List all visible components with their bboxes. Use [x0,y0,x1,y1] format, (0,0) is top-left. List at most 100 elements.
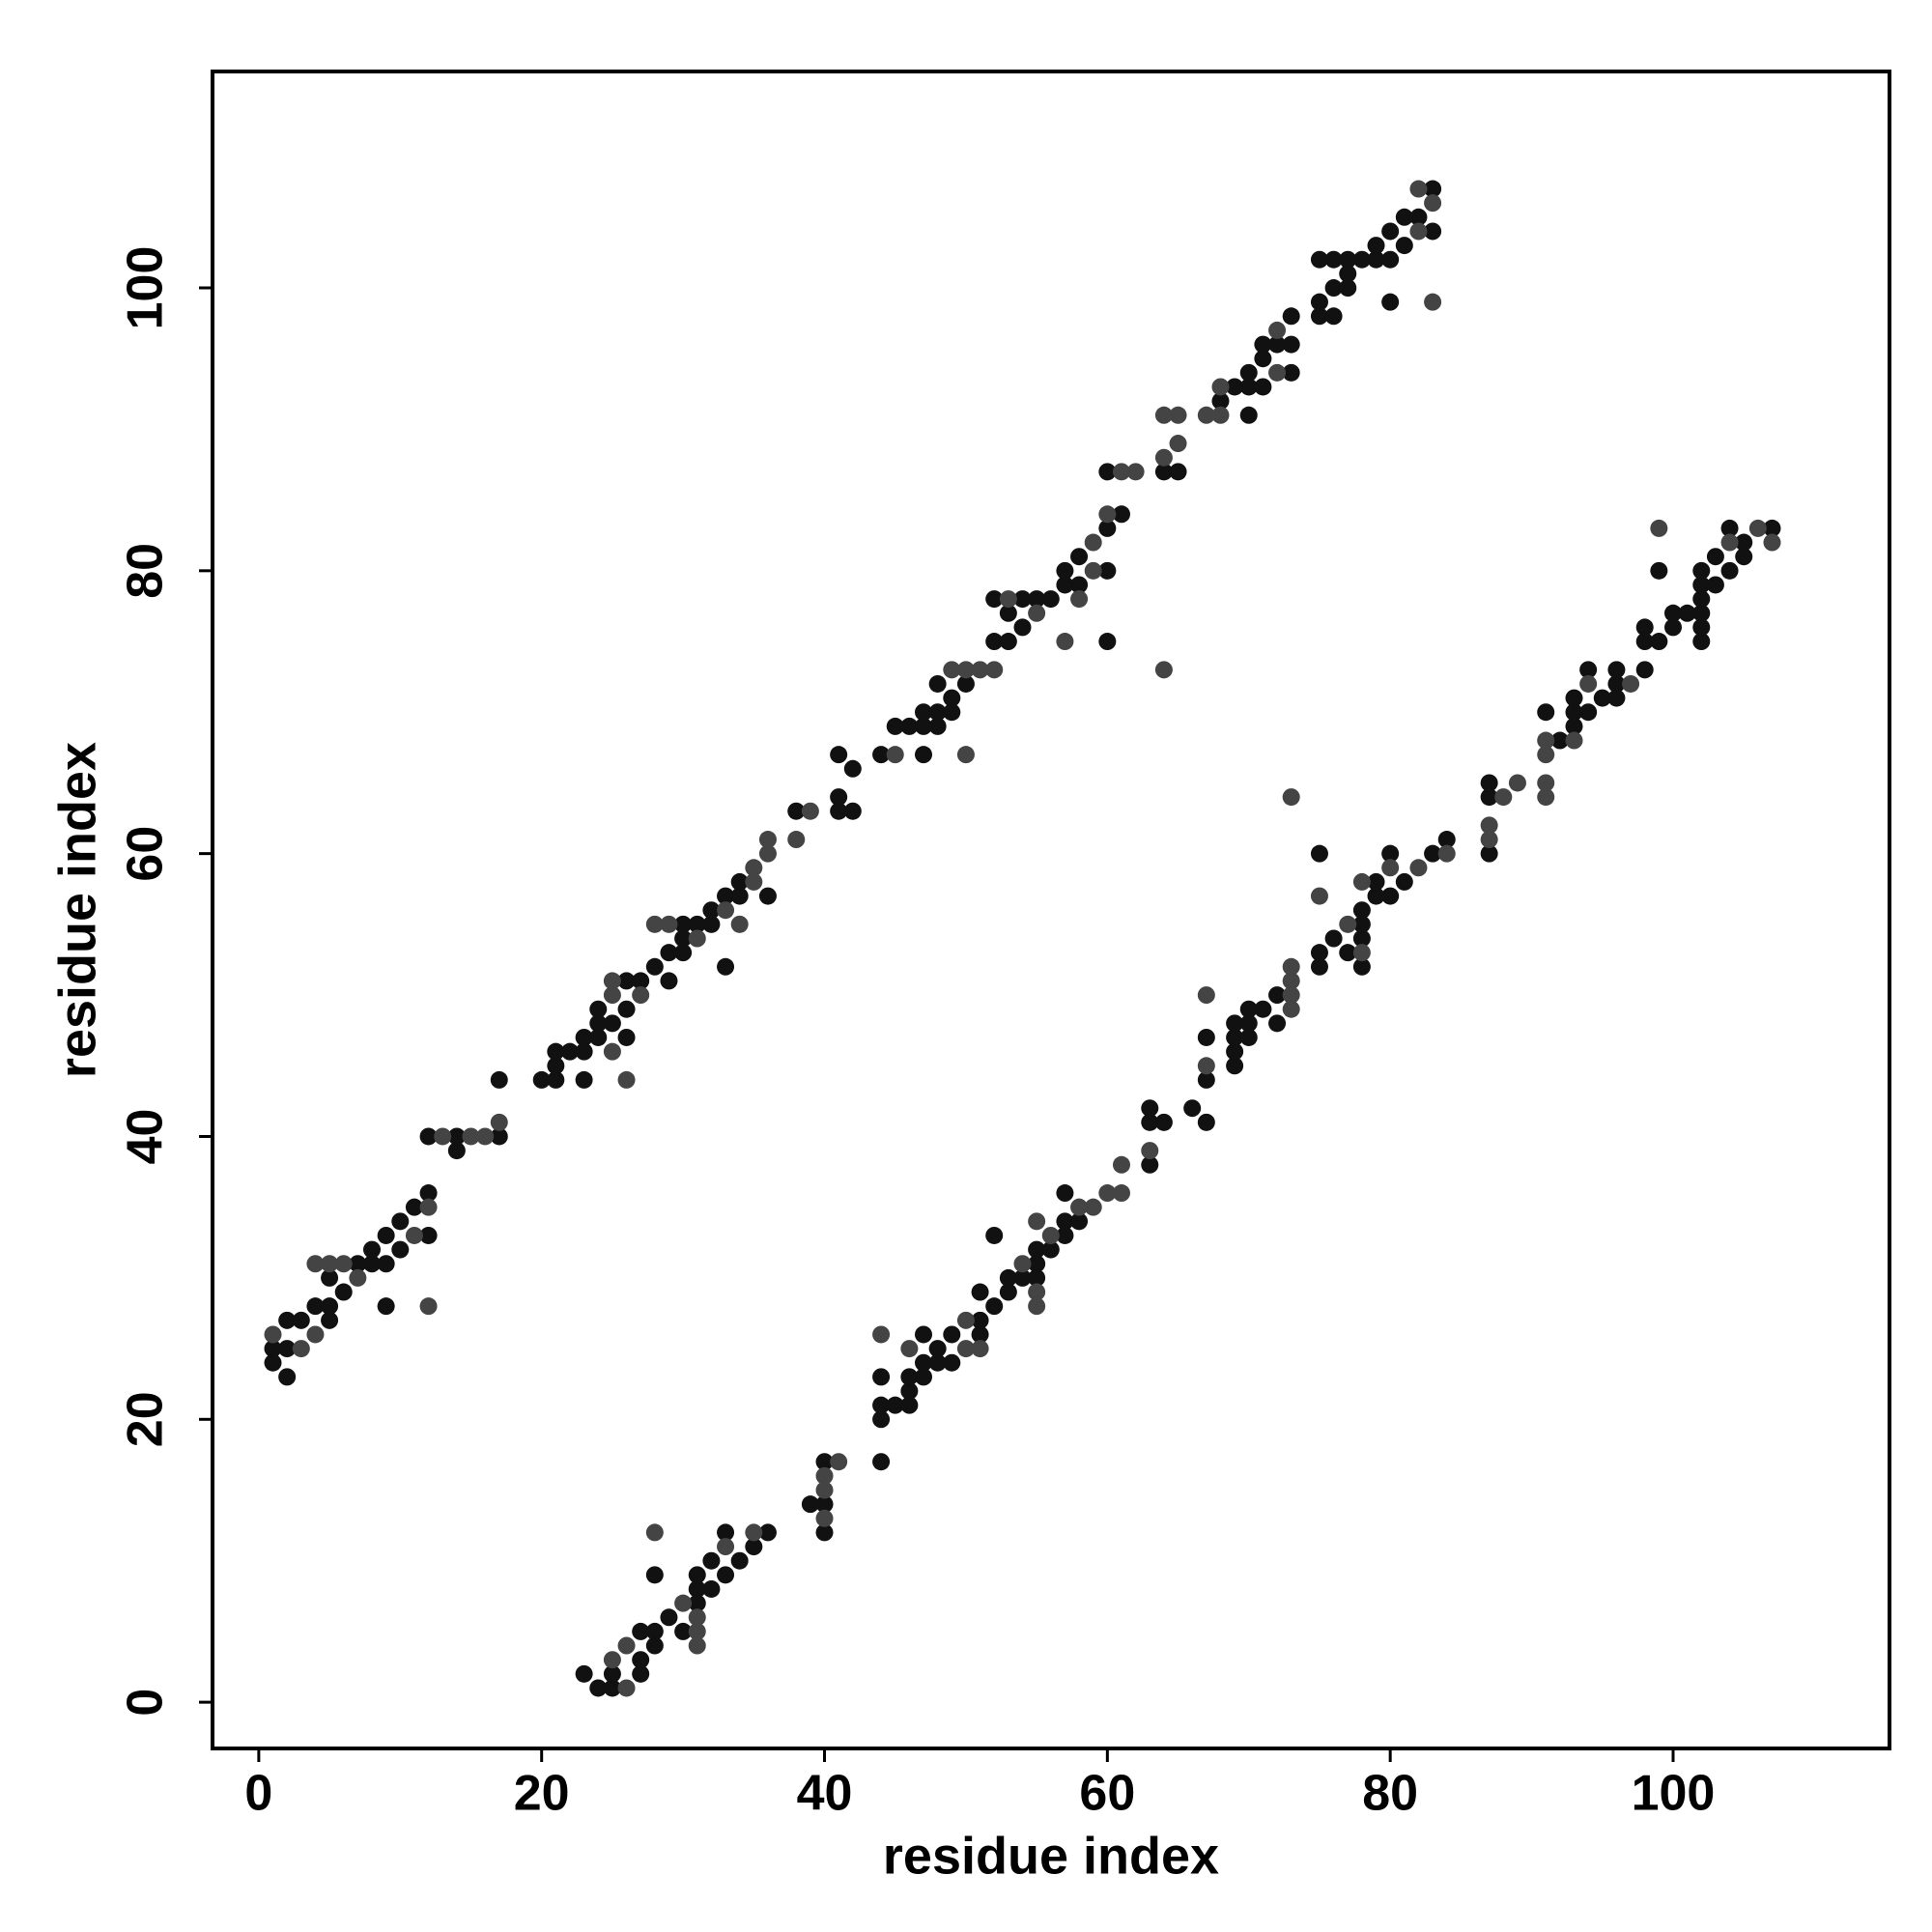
point [532,1070,551,1089]
point [1352,250,1371,269]
point [391,1240,410,1259]
point [928,674,947,693]
point [1367,250,1385,269]
point [985,1226,1004,1244]
x-tick-label: 60 [1079,1766,1135,1822]
point [1593,689,1611,707]
point [971,1311,989,1329]
point [999,633,1017,651]
point [1409,859,1428,877]
point [617,1636,636,1655]
point [1154,406,1173,424]
point [830,746,848,764]
point [1663,618,1682,637]
point [490,1070,508,1089]
point [702,901,721,920]
point [560,1042,579,1061]
point [1098,561,1117,580]
point [915,1368,933,1386]
point [1226,1028,1244,1046]
point [645,1636,664,1655]
point [1226,1057,1244,1075]
point [1056,1184,1074,1203]
point [1056,561,1074,580]
y-tick-label: 20 [118,1391,174,1447]
point [292,1340,310,1358]
point [1720,561,1739,580]
point [801,1495,819,1514]
point [405,1198,423,1216]
point [1494,788,1513,807]
point [1395,237,1413,255]
point [589,1028,608,1046]
point [1254,350,1272,368]
point [1607,689,1626,707]
point [1692,633,1711,651]
point [815,1495,834,1514]
point [1154,661,1173,679]
point [1226,1014,1244,1033]
x-tick-label: 80 [1362,1766,1418,1822]
point [278,1311,297,1329]
point [1339,250,1357,269]
point [660,915,678,933]
point [745,1538,763,1556]
point [1635,633,1654,651]
point [632,1622,650,1640]
point [1282,788,1300,807]
point [306,1325,325,1344]
point [872,1396,891,1414]
point [632,1651,650,1669]
x-tick-label: 20 [514,1766,570,1822]
point [717,901,735,920]
point [872,1410,891,1429]
point [1550,731,1569,750]
point [900,1340,919,1358]
point [1692,590,1711,609]
point [915,746,933,764]
point [999,590,1017,609]
point [1678,604,1696,622]
point [1126,463,1145,481]
point [985,661,1004,679]
point [745,872,763,891]
point [1028,1255,1046,1273]
point [1409,180,1428,198]
point [278,1368,297,1386]
point [1537,746,1555,764]
point [1141,1155,1159,1174]
point [660,1608,678,1627]
point [447,1142,466,1160]
point [674,1594,693,1612]
point [915,1325,933,1344]
point [603,1651,621,1669]
point [1310,293,1328,311]
point [1070,576,1089,594]
point [1622,674,1640,693]
point [1098,505,1117,524]
point [363,1240,382,1259]
point [985,1297,1004,1316]
point [1112,1155,1130,1174]
point [1197,1057,1215,1075]
point [1282,363,1300,382]
point [306,1297,325,1316]
point [730,872,749,891]
point [1098,519,1117,537]
point [674,929,693,948]
point [1381,293,1400,311]
point [321,1268,339,1287]
point [1226,1042,1244,1061]
point [1310,844,1328,863]
point [419,1297,438,1316]
point [1070,548,1089,566]
point [900,1382,919,1401]
point [1056,576,1074,594]
point [490,1113,508,1131]
point [1607,661,1626,679]
point [758,844,777,863]
point [1112,505,1130,524]
x-axis-title: residue index [883,1827,1219,1885]
point [660,944,678,962]
